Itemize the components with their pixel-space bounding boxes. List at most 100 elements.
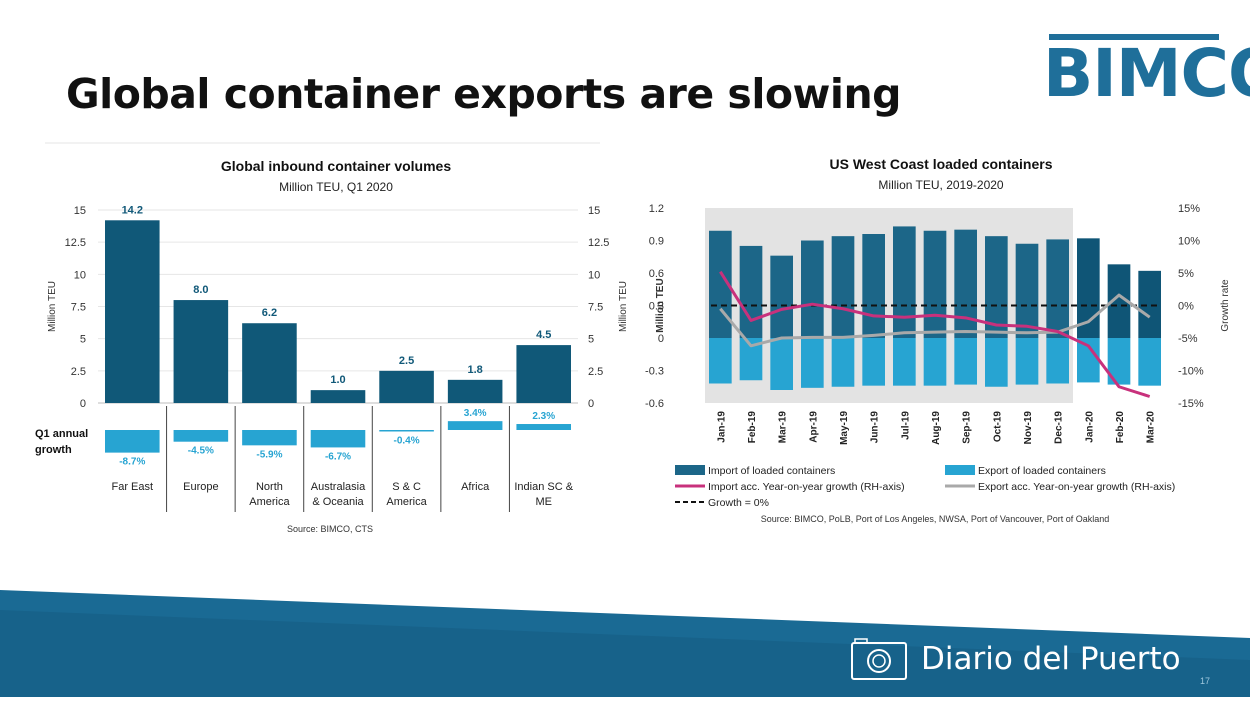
chart-subtitle: Million TEU, 2019-2020: [878, 178, 1004, 192]
y-tick-label: 0.9: [649, 236, 664, 248]
bar: [379, 370, 434, 403]
x-tick-label: Feb-20: [1115, 411, 1126, 444]
y2-tick-label: 0%: [1178, 301, 1194, 313]
export-bar: [1138, 338, 1161, 386]
x-tick-label: America: [386, 496, 427, 508]
y2-tick-label: 5: [588, 334, 594, 346]
growth-bar: [173, 430, 229, 442]
x-tick-label: Jun-19: [870, 411, 881, 444]
legend-label: Export of loaded containers: [978, 465, 1106, 477]
growth-bar: [310, 430, 366, 448]
y2-tick-label: -10%: [1178, 366, 1204, 378]
growth-bar: [516, 424, 571, 430]
y-axis-label: Million TEU: [47, 281, 58, 332]
bar-value-label: 6.2: [262, 307, 277, 319]
y-tick-label: 0.3: [649, 301, 664, 313]
y-tick-label: 0: [80, 398, 86, 410]
legend-label: Growth = 0%: [708, 497, 769, 509]
bar-value-label: 14.2: [122, 204, 143, 216]
import-bar: [739, 245, 763, 338]
bar-value-label: 2.5: [399, 355, 414, 367]
x-tick-label: Australasia: [311, 481, 366, 493]
x-tick-label: May-19: [839, 411, 850, 445]
import-bar: [709, 230, 732, 338]
chart-source: Source: BIMCO, CTS: [287, 524, 373, 534]
bottom-strip: [0, 697, 1250, 714]
legend-swatch: [945, 465, 975, 475]
bar: [105, 220, 160, 403]
export-bar: [709, 338, 732, 384]
import-bar: [954, 229, 977, 338]
y-tick-label: 10: [74, 269, 86, 281]
export-bar: [831, 338, 855, 387]
chart-title: US West Coast loaded containers: [829, 156, 1052, 172]
x-tick-label: Jan-20: [1084, 411, 1095, 443]
camera-icon: [851, 638, 907, 680]
y2-tick-label: 10%: [1178, 236, 1200, 248]
import-bar: [1015, 243, 1039, 338]
logo-bar: [1049, 34, 1219, 40]
chart-us-west-coast-containers: US West Coast loaded containers Million T…: [645, 156, 1231, 524]
legend-swatch: [675, 465, 705, 475]
bimco-logo: BIMCO: [1043, 30, 1250, 116]
import-bar: [1138, 270, 1161, 338]
x-tick-label: Indian SC &: [514, 481, 573, 493]
x-tick-label: Far East: [111, 481, 153, 493]
import-bar: [923, 230, 947, 338]
x-tick-label: Aug-19: [931, 411, 942, 445]
x-tick-label: America: [249, 496, 290, 508]
y-tick-label: -0.3: [645, 366, 664, 378]
y-tick-label: 7.5: [71, 302, 86, 314]
export-bar: [985, 338, 1008, 387]
import-bar: [985, 236, 1008, 338]
bar: [173, 300, 229, 403]
growth-bar: [105, 430, 160, 453]
x-tick-label: Mar-20: [1146, 411, 1157, 444]
watermark-text: Diario del Puerto: [921, 641, 1181, 677]
y2-tick-label: 2.5: [588, 366, 603, 378]
slide-title: Global container exports are slowing: [66, 70, 902, 118]
bar: [447, 379, 503, 403]
bar-value-label: 4.5: [536, 329, 551, 341]
growth-value-label: -6.7%: [325, 451, 351, 462]
y2-tick-label: -15%: [1178, 398, 1204, 410]
y-tick-label: 15: [74, 205, 86, 217]
chart-global-inbound-volumes: Global inbound container volumes Million …: [35, 142, 629, 534]
bar-value-label: 1.0: [330, 374, 345, 386]
export-growth-line: [719, 293, 1151, 348]
x-tick-label: Europe: [183, 481, 218, 493]
import-bar: [831, 236, 855, 338]
watermark: Diario del Puerto: [851, 638, 1181, 680]
y-tick-label: 0.6: [649, 268, 664, 280]
y2-tick-label: 7.5: [588, 302, 603, 314]
export-bar: [1107, 338, 1131, 385]
import-bar: [1046, 239, 1069, 338]
x-tick-label: Apr-19: [808, 411, 819, 443]
import-bar: [1107, 264, 1131, 338]
bar-value-label: 8.0: [193, 284, 208, 296]
export-bar: [923, 338, 947, 386]
x-tick-label: Dec-19: [1054, 411, 1065, 444]
growth-bar: [447, 421, 503, 430]
x-tick-label: Nov-19: [1023, 411, 1034, 445]
x-tick-label: & Oceania: [312, 496, 364, 508]
y2-tick-label: 15: [588, 205, 600, 217]
export-bar: [739, 338, 763, 381]
footer-wave: [0, 590, 1250, 697]
y2-tick-label: 5%: [1178, 268, 1194, 280]
y2-tick-label: 0: [588, 398, 594, 410]
export-bar: [770, 338, 793, 390]
x-tick-label: Jan-19: [716, 411, 727, 443]
x-tick-label: ME: [535, 496, 552, 508]
import-bar: [862, 234, 885, 338]
y-axis-label: Million TEU: [655, 278, 666, 332]
x-tick-label: S & C: [392, 481, 421, 493]
x-tick-label: Feb-19: [747, 411, 758, 444]
bar: [310, 390, 366, 403]
y-tick-label: 12.5: [65, 237, 86, 249]
growth-value-label: -8.7%: [119, 457, 145, 468]
growth-value-label: 3.4%: [464, 408, 487, 419]
legend-label: Import acc. Year-on-year growth (RH-axis…: [708, 481, 905, 493]
x-tick-label: Oct-19: [992, 411, 1003, 443]
export-bar: [862, 338, 885, 386]
